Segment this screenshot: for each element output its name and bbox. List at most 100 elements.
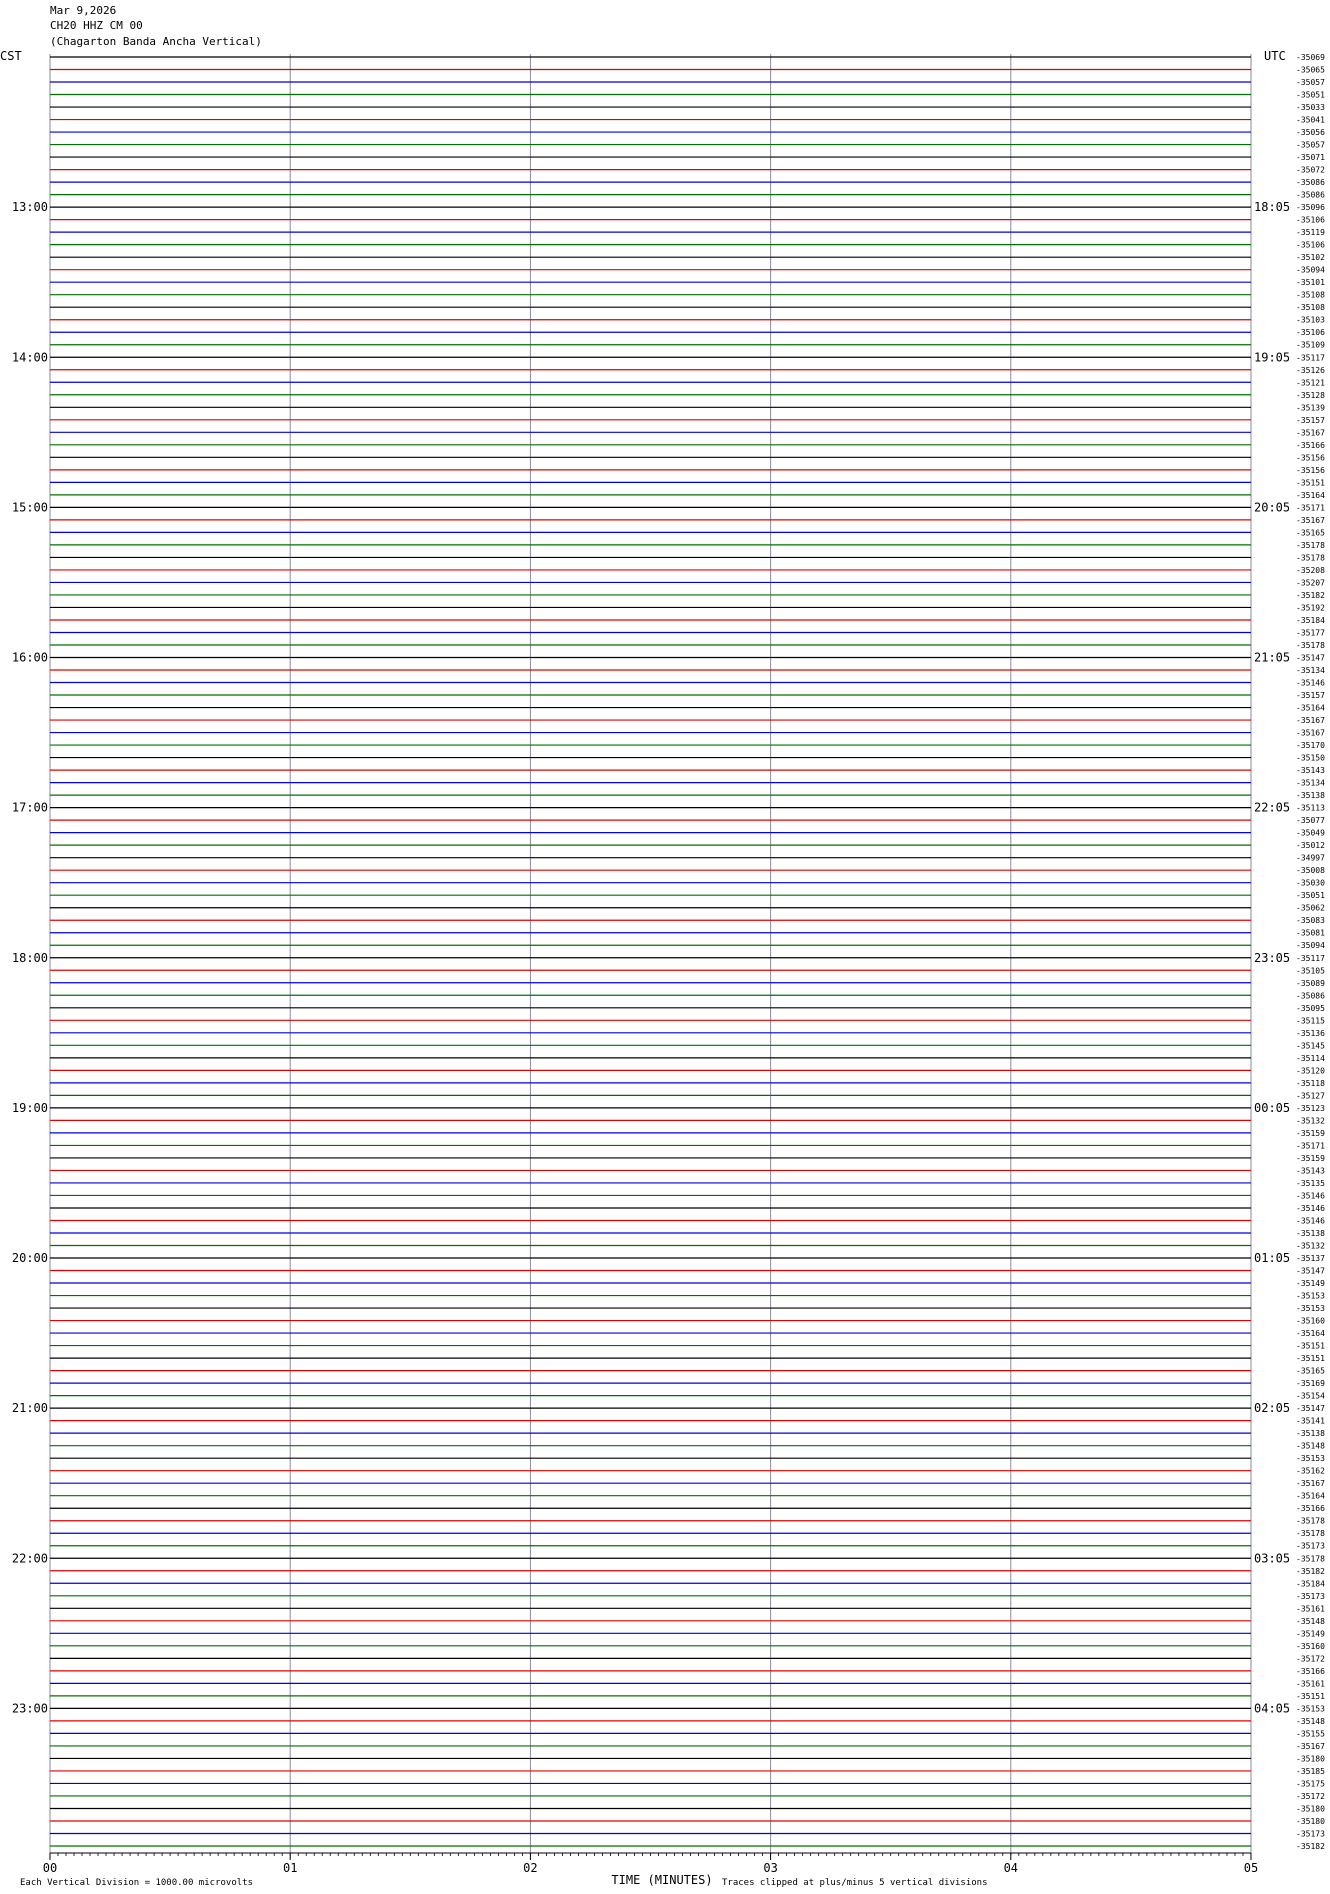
trace-offset: -35207 (1296, 578, 1325, 587)
trace-offset: -35062 (1296, 904, 1325, 913)
trace-offset: -35103 (1296, 316, 1325, 325)
trace-offset: -35165 (1296, 1367, 1325, 1376)
trace-offset: -35118 (1296, 1079, 1325, 1088)
trace-offset: -35149 (1296, 1279, 1325, 1288)
trace-offset: -35145 (1296, 1041, 1325, 1050)
cst-time-label: 18:00 (12, 951, 48, 965)
utc-time-label: 03:05 (1254, 1551, 1290, 1565)
trace-offset: -35012 (1296, 841, 1325, 850)
trace-offset: -35178 (1296, 541, 1325, 550)
cst-time-label: 14:00 (12, 350, 48, 364)
trace-offset: -35102 (1296, 253, 1325, 262)
cst-time-label: 16:00 (12, 651, 48, 665)
right-timezone: UTC (1264, 49, 1286, 63)
utc-time-label: 20:05 (1254, 500, 1290, 514)
trace-offset: -35164 (1296, 1492, 1325, 1501)
trace-offset: -35159 (1296, 1129, 1325, 1138)
trace-offset: -35146 (1296, 1204, 1325, 1213)
left-timezone: CST (0, 49, 22, 63)
trace-offset: -35101 (1296, 278, 1325, 287)
trace-offset: -35132 (1296, 1116, 1325, 1125)
trace-offset: -35108 (1296, 303, 1325, 312)
trace-offset: -35164 (1296, 491, 1325, 500)
trace-offset: -35139 (1296, 403, 1325, 412)
trace-offset: -35065 (1296, 66, 1325, 75)
trace-offset: -35127 (1296, 1091, 1325, 1100)
trace-offset: -35146 (1296, 679, 1325, 688)
trace-offset: -35182 (1296, 591, 1325, 600)
trace-offset: -35086 (1296, 178, 1325, 187)
trace-offset: -35136 (1296, 1029, 1325, 1038)
trace-offset: -35123 (1296, 1104, 1325, 1113)
trace-offset: -35164 (1296, 1329, 1325, 1338)
trace-offset: -35164 (1296, 704, 1325, 713)
trace-offset: -35173 (1296, 1592, 1325, 1601)
utc-time-label: 19:05 (1254, 350, 1290, 364)
trace-offset: -35120 (1296, 1066, 1325, 1075)
trace-offset: -35153 (1296, 1292, 1325, 1301)
trace-offset: -35166 (1296, 1504, 1325, 1513)
trace-offset: -35180 (1296, 1804, 1325, 1813)
trace-offset: -35115 (1296, 1016, 1325, 1025)
trace-offset: -35121 (1296, 378, 1325, 387)
trace-offset: -35167 (1296, 1479, 1325, 1488)
cst-time-label: 15:00 (12, 500, 48, 514)
trace-offset: -35175 (1296, 1779, 1325, 1788)
station: (Chagarton Banda Ancha Vertical) (50, 35, 262, 48)
trace-offset: -35159 (1296, 1154, 1325, 1163)
trace-offset: -35153 (1296, 1704, 1325, 1713)
scale-note: Each Vertical Division = 1000.00 microvo… (20, 1878, 253, 1888)
clip-note: Traces clipped at plus/minus 5 vertical … (722, 1878, 988, 1888)
trace-offset: -35094 (1296, 941, 1325, 950)
utc-time-label: 02:05 (1254, 1401, 1290, 1415)
trace-offset: -35161 (1296, 1679, 1325, 1688)
trace-offset: -35153 (1296, 1304, 1325, 1313)
trace-offset: -35148 (1296, 1617, 1325, 1626)
trace-offset: -35151 (1296, 1354, 1325, 1363)
trace-offset: -35150 (1296, 754, 1325, 763)
cst-time-label: 17:00 (12, 801, 48, 815)
trace-offset: -35178 (1296, 1529, 1325, 1538)
trace-offset: -35096 (1296, 203, 1325, 212)
trace-offset: -35169 (1296, 1379, 1325, 1388)
x-tick-label: 05 (1244, 1861, 1258, 1875)
trace-offset: -35171 (1296, 503, 1325, 512)
trace-offset: -35143 (1296, 1166, 1325, 1175)
trace-offset: -35049 (1296, 829, 1325, 838)
trace-offset: -35156 (1296, 466, 1325, 475)
trace-offset: -35134 (1296, 666, 1325, 675)
trace-offset: -35180 (1296, 1754, 1325, 1763)
trace-offset: -35106 (1296, 216, 1325, 225)
trace-offset: -35051 (1296, 91, 1325, 100)
x-tick-label: 02 (523, 1861, 537, 1875)
trace-offset: -35106 (1296, 241, 1325, 250)
trace-offset: -35109 (1296, 341, 1325, 350)
trace-offset: -35167 (1296, 1742, 1325, 1751)
x-tick-label: 03 (763, 1861, 777, 1875)
trace-offset: -35148 (1296, 1717, 1325, 1726)
cst-time-label: 13:00 (12, 200, 48, 214)
trace-offset: -35149 (1296, 1629, 1325, 1638)
trace-offset: -35156 (1296, 453, 1325, 462)
trace-offset: -35192 (1296, 603, 1325, 612)
trace-offset: -35128 (1296, 391, 1325, 400)
trace-offset: -35178 (1296, 1517, 1325, 1526)
trace-offset: -35033 (1296, 103, 1325, 112)
trace-offset: -35167 (1296, 729, 1325, 738)
trace-offset: -35083 (1296, 916, 1325, 925)
trace-offset: -35173 (1296, 1542, 1325, 1551)
trace-offset: -35146 (1296, 1191, 1325, 1200)
trace-offset: -35146 (1296, 1216, 1325, 1225)
trace-offset: -35117 (1296, 353, 1325, 362)
trace-offset: -35095 (1296, 1004, 1325, 1013)
trace-offset: -35132 (1296, 1241, 1325, 1250)
trace-offset: -35167 (1296, 428, 1325, 437)
trace-offset: -35178 (1296, 1554, 1325, 1563)
trace-offset: -35166 (1296, 1667, 1325, 1676)
trace-offset: -35056 (1296, 128, 1325, 137)
trace-offset: -35167 (1296, 516, 1325, 525)
trace-offset: -35041 (1296, 116, 1325, 125)
trace-offset: -35170 (1296, 741, 1325, 750)
trace-offset: -35160 (1296, 1317, 1325, 1326)
